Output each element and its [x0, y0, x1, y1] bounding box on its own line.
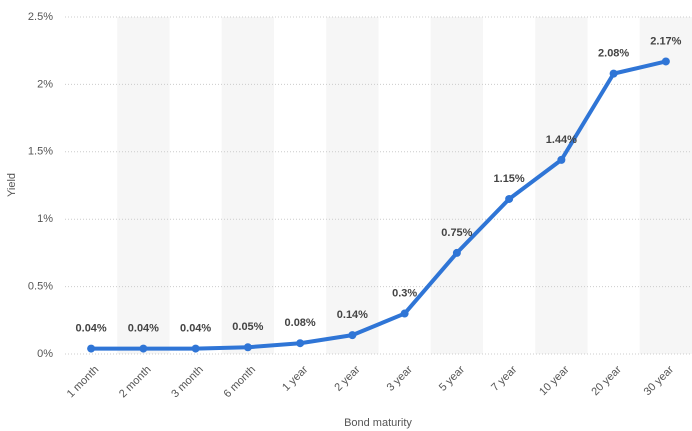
- value-label: 0.04%: [128, 323, 159, 335]
- point: [452, 248, 461, 257]
- point: [557, 155, 566, 164]
- x-tick-label: 3 year: [385, 363, 415, 393]
- x-tick-label: 6 month: [221, 364, 258, 401]
- y-tick-label: 1.5%: [28, 146, 53, 158]
- point: [191, 344, 200, 353]
- x-tick-label: 2 month: [117, 364, 154, 401]
- y-tick-label: 0%: [37, 348, 53, 360]
- line: [91, 59, 667, 351]
- point: [609, 69, 618, 78]
- point: [139, 344, 148, 353]
- band: [326, 17, 379, 354]
- x-tick-label: 20 year: [589, 363, 624, 398]
- band: [535, 17, 588, 354]
- value-label: 0.05%: [232, 321, 263, 333]
- x-tick-label: 1 month: [65, 364, 102, 401]
- value-label: 0.14%: [337, 309, 368, 321]
- x-tick-label: 30 year: [642, 363, 677, 398]
- value-label: 0.04%: [180, 323, 211, 335]
- band: [117, 17, 170, 354]
- value-label: 1.15%: [494, 173, 525, 185]
- point: [243, 343, 252, 352]
- point: [348, 331, 357, 340]
- y-tick-label: 2.5%: [28, 11, 53, 23]
- value-label: 2.08%: [598, 48, 629, 60]
- x-tick-label: 10 year: [537, 363, 572, 398]
- value-label: 1.44%: [546, 134, 577, 146]
- x-axis-title: Bond maturity: [344, 417, 412, 429]
- x-tick-label: 5 year: [437, 363, 467, 393]
- y-tick-label: 1%: [37, 213, 53, 225]
- point: [296, 339, 305, 348]
- x-tick-label: 2 year: [332, 363, 362, 393]
- value-label: 0.3%: [392, 287, 417, 299]
- x-tick-label: 7 year: [489, 363, 519, 393]
- x-tick-label: 3 month: [169, 364, 206, 401]
- band: [221, 17, 274, 354]
- point: [661, 57, 670, 66]
- value-label: 0.08%: [285, 317, 316, 329]
- y-tick-label: 0.5%: [28, 281, 53, 293]
- point: [87, 344, 96, 353]
- value-label: 2.17%: [650, 35, 681, 47]
- x-tick-label: 1 year: [280, 363, 310, 393]
- band: [430, 17, 483, 354]
- value-label: 0.04%: [76, 323, 107, 335]
- y-tick-label: 2%: [37, 78, 53, 90]
- band: [639, 17, 692, 354]
- point: [505, 194, 514, 203]
- y-axis-title: Yield: [6, 173, 18, 197]
- value-label: 0.75%: [441, 227, 472, 239]
- point: [400, 309, 409, 318]
